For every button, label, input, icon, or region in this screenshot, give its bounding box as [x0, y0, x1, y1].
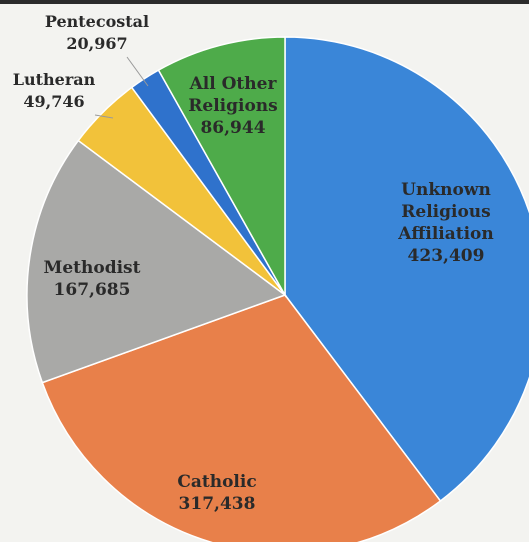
- slice-label-all-other-religions: All Other Religions 86,944: [188, 74, 277, 138]
- slice-label-pentecostal: Pentecostal 20,967: [45, 12, 149, 53]
- pie-slice-unknown-religious-affiliation: [284, 36, 529, 503]
- slice-label-unknown-religious-affiliation: Unknown Religious Affiliation 423,409: [397, 180, 494, 266]
- slice-labels: Unknown Religious Affiliation 423,409 Cathol…: [13, 12, 494, 514]
- pie-slice-catholic: [41, 294, 442, 542]
- pie-slice-methodist: [26, 139, 287, 384]
- pie-slice-all-other-religions: [157, 36, 286, 298]
- pie-slices: [26, 36, 529, 542]
- leader-line-pentecostal: [126, 56, 149, 87]
- slice-label-catholic: Catholic 317,438: [177, 472, 256, 514]
- slice-label-methodist: Methodist 167,685: [44, 258, 141, 300]
- leader-line-lutheran: [94, 114, 114, 119]
- slice-label-lutheran: Lutheran 49,746: [13, 70, 96, 111]
- top-border: [0, 0, 529, 4]
- leader-lines: [94, 56, 149, 119]
